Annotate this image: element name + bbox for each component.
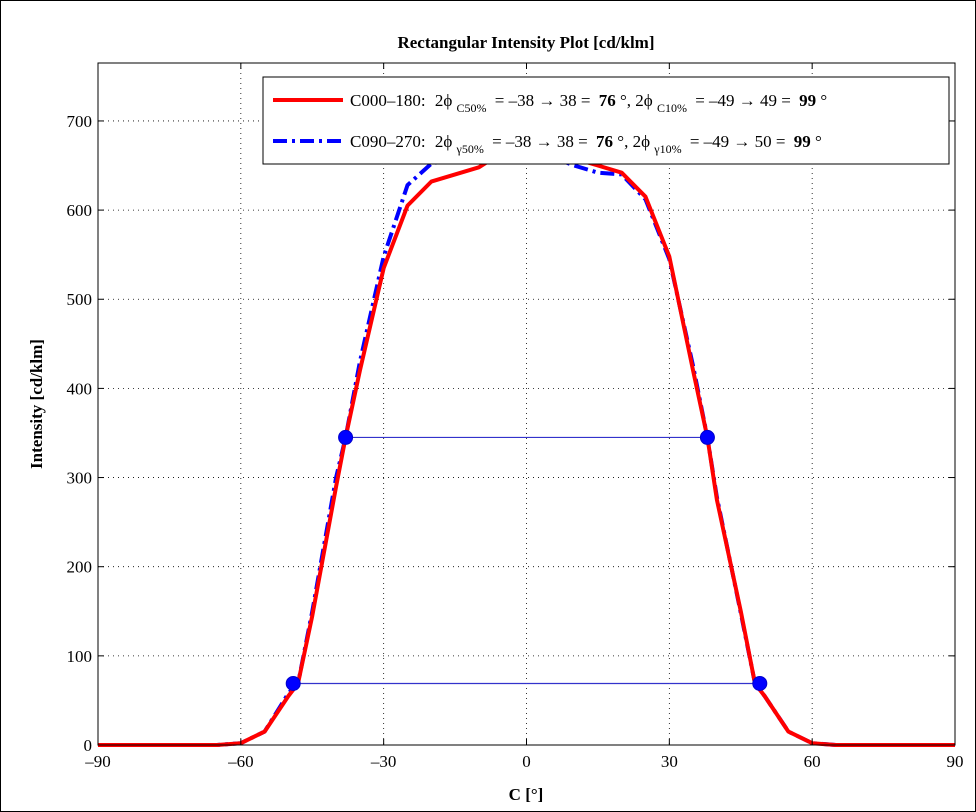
x-tick-label: 60 [804, 752, 821, 771]
legend-entry-c090: C090–270: 2ϕ γ50% = –38 → 38 = 76 °, 2ϕ … [350, 132, 822, 157]
y-tick-label: 700 [67, 112, 93, 131]
legend: C000–180: 2ϕ C50% = –38 → 38 = 76 °, 2ϕ … [262, 76, 950, 165]
legend-phi50-value: 76 [596, 132, 613, 151]
x-tick-label: 30 [661, 752, 678, 771]
grid [98, 63, 955, 745]
legend-entry-c000: C000–180: 2ϕ C50% = –38 → 38 = 76 °, 2ϕ … [350, 91, 827, 116]
y-tick-label: 100 [67, 647, 93, 666]
threshold-marker [699, 429, 715, 445]
threshold-markers [285, 429, 768, 691]
x-tick-label: –30 [370, 752, 397, 771]
legend-phi50-symbol: 2ϕ [435, 132, 453, 151]
y-tick-label: 500 [67, 290, 93, 309]
legend-phi10-value: 99 [799, 91, 816, 110]
legend-phi10-range: = –49 → 49 = [695, 91, 791, 110]
legend-phi10-range: = –49 → 50 = [690, 132, 786, 151]
legend-phi50-value: 76 [599, 91, 616, 110]
x-tick-label: 0 [522, 752, 531, 771]
legend-degree: ° [815, 132, 822, 151]
legend-phi50-range: = –38 → 38 = [495, 91, 591, 110]
x-tick-label: 90 [947, 752, 964, 771]
beam-width-lines [293, 436, 760, 685]
legend-phi10-value: 99 [794, 132, 811, 151]
legend-series-label: C000–180: [350, 91, 426, 110]
x-tick-label: –90 [84, 752, 111, 771]
y-tick-label: 200 [67, 558, 93, 577]
y-axis-label: Intensity [cd/klm] [27, 339, 46, 469]
legend-phi10-subscript: γ10% [653, 142, 681, 156]
legend-series-label: C090–270: [350, 132, 426, 151]
legend-box [262, 76, 950, 165]
legend-phi10-subscript: C10% [657, 101, 687, 115]
legend-phi10-symbol: 2ϕ [633, 132, 651, 151]
y-tick-label: 600 [67, 201, 93, 220]
chart-title: Rectangular Intensity Plot [cd/klm] [397, 33, 654, 52]
legend-phi50-range: = –38 → 38 = [492, 132, 588, 151]
legend-separator: °, [617, 132, 632, 151]
legend-phi50-subscript: C50% [457, 101, 487, 115]
legend-phi50-subscript: γ50% [456, 142, 484, 156]
y-tick-label: 400 [67, 379, 93, 398]
x-tick-label: –60 [227, 752, 254, 771]
threshold-marker [752, 675, 768, 691]
y-tick-label: 300 [67, 469, 93, 488]
threshold-marker [338, 429, 354, 445]
legend-phi10-symbol: 2ϕ [635, 91, 653, 110]
x-axis-label: C [°] [509, 785, 544, 804]
legend-degree: ° [820, 91, 827, 110]
legend-phi50-symbol: 2ϕ [435, 91, 453, 110]
legend-separator: °, [620, 91, 635, 110]
axis-ticks: –90 –60 –30 0 30 60 90 0 100 200 300 400 500 600 700 [67, 63, 964, 771]
y-tick-label: 0 [84, 736, 93, 755]
threshold-marker [285, 675, 301, 691]
